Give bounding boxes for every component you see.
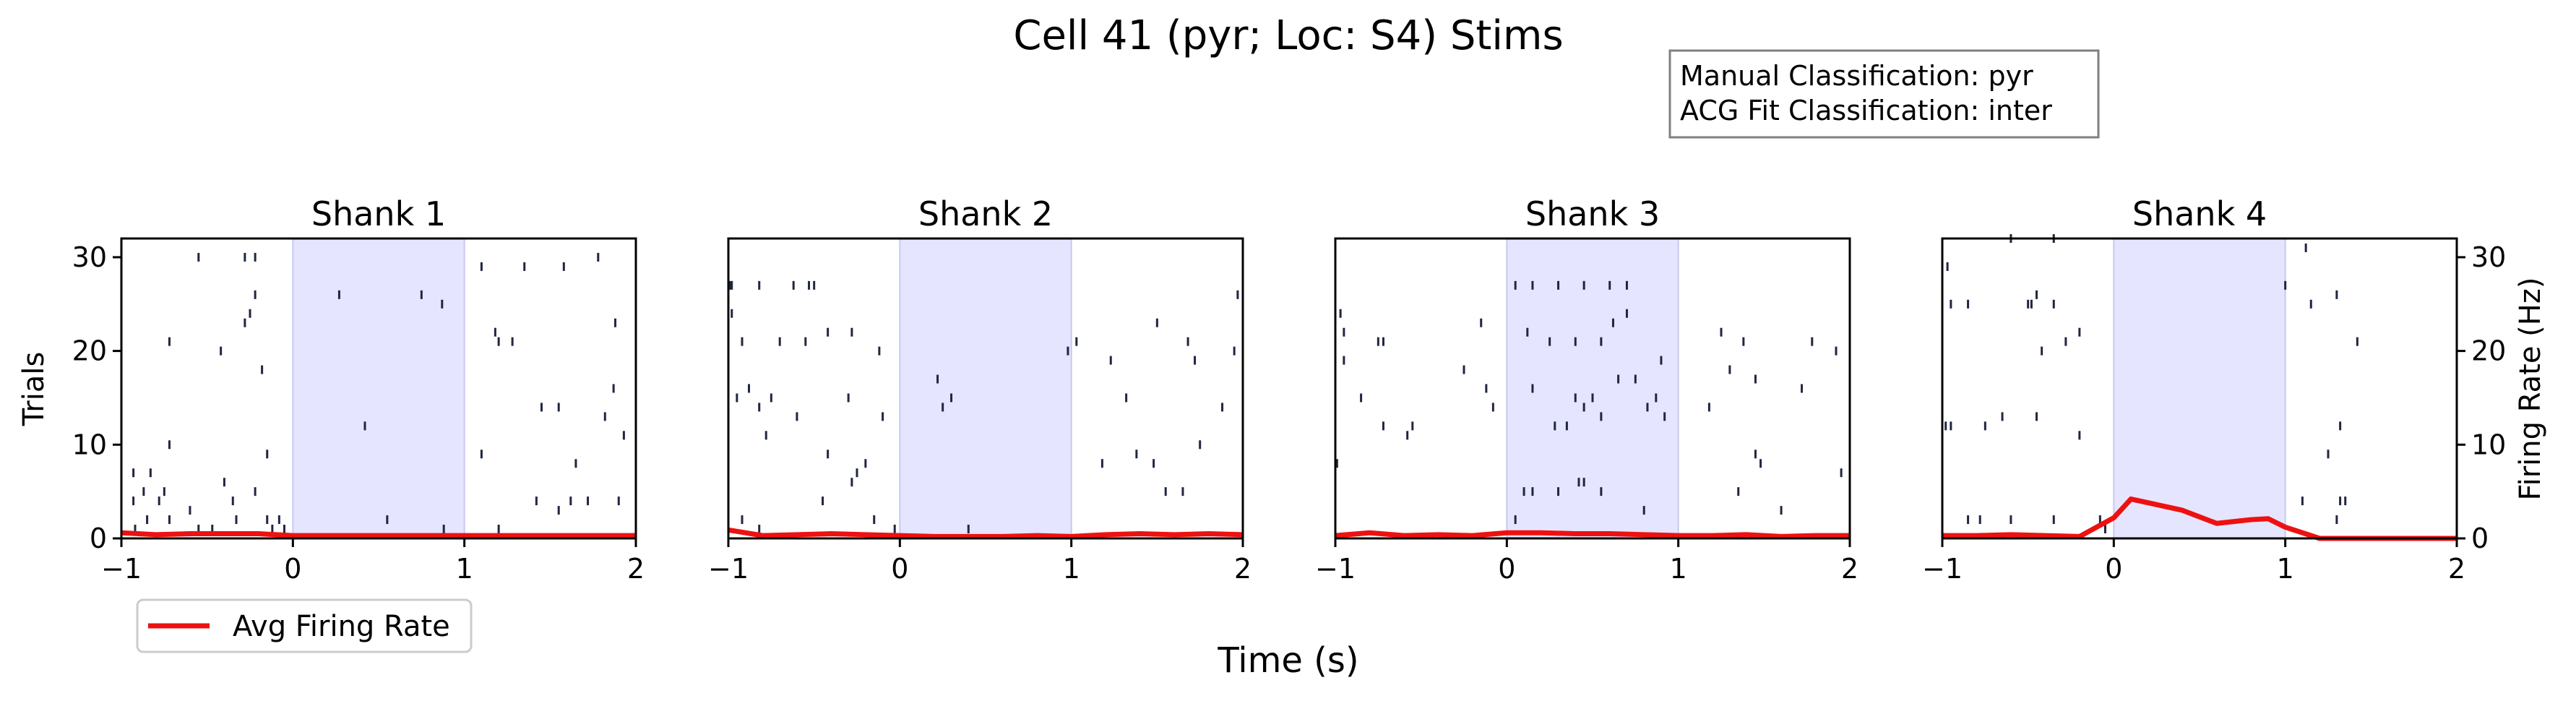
panel-title: Shank 1 [311,194,446,233]
classification-box: Manual Classification: pyr ACG Fit Class… [1668,49,2100,139]
x-tick-label: −1 [1315,553,1356,585]
legend-label: Avg Firing Rate [233,610,450,643]
right-y-tick-label: 10 [2471,429,2506,460]
x-tick-label: 0 [2105,553,2122,585]
plot-frame [1334,237,1851,540]
y-axis-label-left: Trials [17,352,51,427]
right-y-tick-label: 0 [2471,522,2489,554]
shank-panel-3: Shank 3 −1 0 1 2 [1315,194,1858,585]
x-tick-label: 2 [1841,553,1858,585]
plot-frame [1941,237,2458,540]
legend: Avg Firing Rate [136,598,473,653]
y-tick-label: 20 [72,335,107,367]
x-tick-label: 1 [456,553,473,585]
x-tick-label: 2 [1234,553,1252,585]
y-tick-label: 0 [90,522,107,554]
legend-frame [136,598,473,653]
y-axis-label-right: Firing Rate (Hz) [2514,278,2547,501]
figure-title: Cell 41 (pyr; Loc: S4) Stims [1013,12,1563,59]
x-axis-label: Time (s) [1217,640,1358,681]
plot-frame [727,237,1244,540]
x-tick-label: 1 [1670,553,1687,585]
x-tick-label: 1 [2277,553,2294,585]
panel-title: Shank 3 [1525,194,1660,233]
y-tick-label: 30 [72,241,107,273]
stim-window-shading [292,238,465,539]
avg-firing-rate-line [728,527,1244,539]
stim-window-shading [899,238,1072,539]
x-tick-label: 2 [627,553,645,585]
manual-classification-text: Manual Classification: pyr [1680,60,2033,92]
right-y-tick-label: 30 [2471,241,2506,273]
right-y-tick-label: 20 [2471,335,2506,367]
shank-panel-2: Shank 2 −1 0 1 2 [708,194,1252,585]
plot-frame [120,237,637,540]
x-tick-label: −1 [708,553,749,585]
panel-title: Shank 2 [918,194,1053,233]
avg-firing-rate-line [1335,530,1850,539]
x-tick-label: 1 [1063,553,1080,585]
x-tick-label: 0 [284,553,301,585]
x-tick-label: 0 [1498,553,1515,585]
x-tick-label: 0 [891,553,908,585]
panel-title: Shank 4 [2132,194,2267,233]
stim-window-shading [2113,238,2286,539]
y-tick-label: 10 [72,429,107,460]
acg-classification-text: ACG Fit Classification: inter [1680,95,2052,126]
classification-box-frame [1668,49,2100,139]
x-tick-label: 2 [2448,553,2465,585]
x-tick-label: −1 [101,553,142,585]
avg-firing-rate-line [121,530,636,538]
x-tick-label: −1 [1922,553,1963,585]
